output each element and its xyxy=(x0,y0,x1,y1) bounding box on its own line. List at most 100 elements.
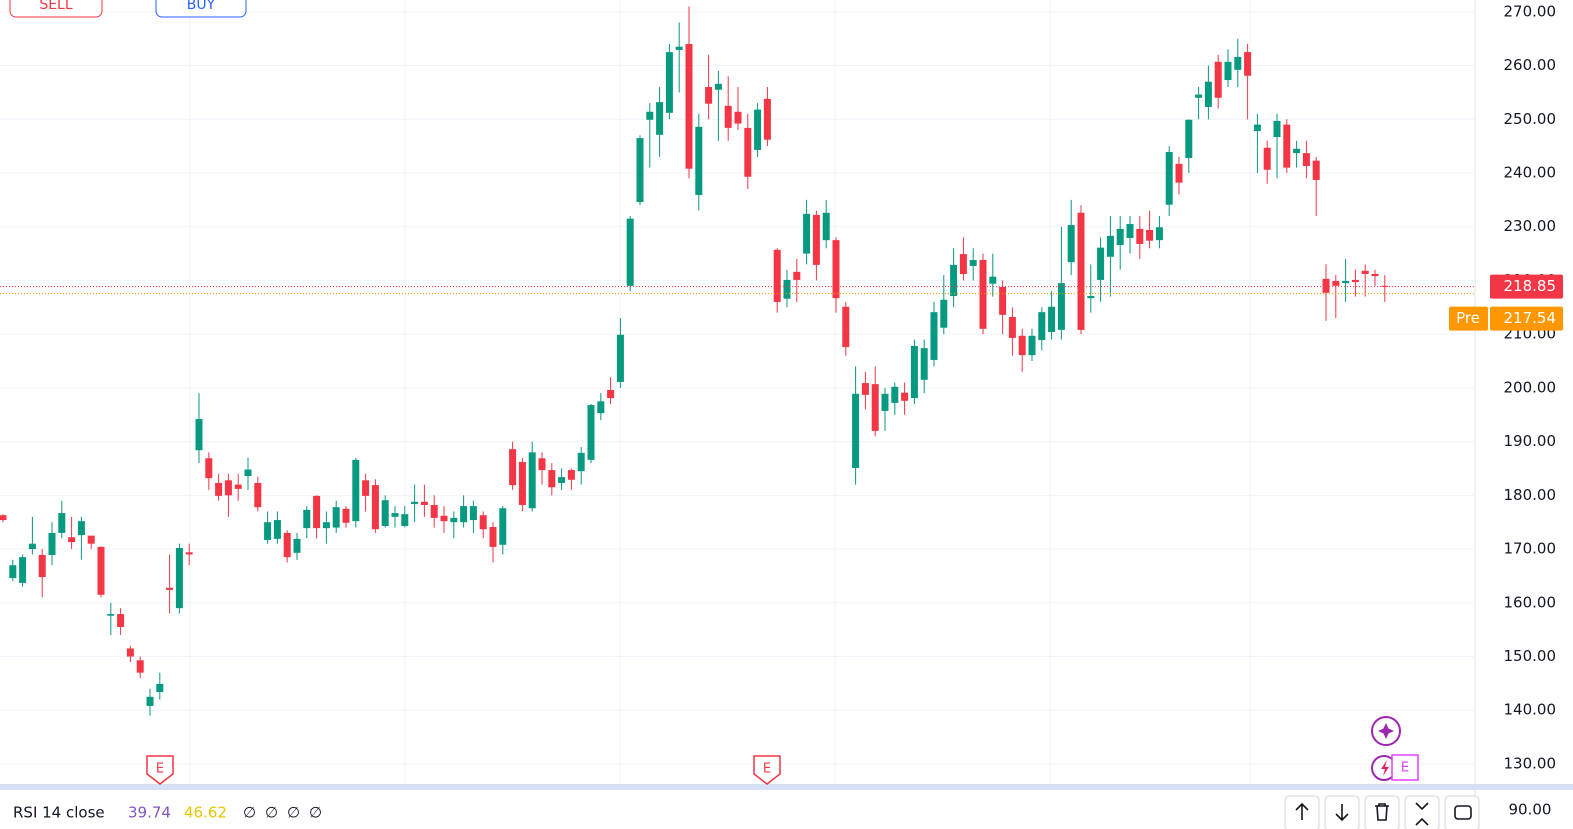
pane-toolbar xyxy=(1284,795,1480,829)
candle-body xyxy=(28,543,36,550)
candle-body xyxy=(38,554,46,578)
candle-body xyxy=(979,260,987,329)
candle-body xyxy=(1126,224,1134,239)
indicator-placeholder: ∅ xyxy=(243,804,256,822)
candle-body xyxy=(117,614,125,627)
candle-body xyxy=(352,459,360,522)
candle-body xyxy=(224,480,232,496)
candle-body xyxy=(1293,148,1301,154)
trash-icon xyxy=(1375,803,1389,821)
candle-body xyxy=(548,470,556,488)
candle-body xyxy=(1106,235,1114,257)
candle-body xyxy=(1077,212,1085,330)
collapse-icon xyxy=(1415,802,1429,826)
candle-body xyxy=(1038,312,1046,341)
collapse-button[interactable] xyxy=(1404,795,1440,829)
candle-body xyxy=(1028,335,1036,356)
sell-label[interactable]: SELL xyxy=(39,0,73,13)
buy-button[interactable] xyxy=(155,0,247,18)
candle-body xyxy=(783,279,791,299)
candle-body xyxy=(1351,279,1359,283)
candle-body xyxy=(901,392,909,401)
candle-body xyxy=(136,660,144,673)
candle-body xyxy=(685,44,693,169)
candle-body xyxy=(303,509,311,529)
y-tick-label: 230.00 xyxy=(1504,217,1557,235)
event-label[interactable]: E xyxy=(156,762,164,777)
candle-body xyxy=(950,264,958,297)
candle-body xyxy=(1371,273,1379,277)
event-badge[interactable] xyxy=(146,755,174,785)
candle-body xyxy=(175,547,183,609)
indicator-placeholder: ∅ xyxy=(309,804,322,822)
candle-body xyxy=(1234,56,1242,70)
candle-body xyxy=(1214,61,1222,98)
candle-body xyxy=(773,249,781,302)
pane-separator xyxy=(0,784,1573,790)
spark-glyph xyxy=(1378,723,1394,739)
candle-body xyxy=(244,469,252,477)
event-markers: E E E xyxy=(146,716,1419,785)
candle-body xyxy=(195,419,203,451)
candle-body xyxy=(1155,227,1163,241)
candle-body xyxy=(969,260,977,266)
delete-button[interactable] xyxy=(1364,795,1400,829)
candle-body xyxy=(1048,306,1056,333)
candle-body xyxy=(999,286,1007,315)
candle-body xyxy=(1312,160,1320,180)
candle-body xyxy=(538,458,546,471)
candle-body xyxy=(283,532,291,558)
indicator-placeholder: ∅ xyxy=(265,804,278,822)
candle-body xyxy=(959,254,967,274)
event-label[interactable]: E xyxy=(1401,761,1409,776)
candle-body xyxy=(744,127,752,177)
candle-body xyxy=(616,334,624,382)
candle-body xyxy=(126,648,134,657)
maximize-icon xyxy=(1454,805,1472,820)
candle-body xyxy=(166,587,174,590)
candle-body xyxy=(1361,270,1369,274)
candle-body xyxy=(871,384,879,431)
buy-label[interactable]: BUY xyxy=(187,0,216,13)
candle-body xyxy=(597,401,605,414)
candle-body xyxy=(1175,163,1183,183)
y-tick-label: 140.00 xyxy=(1504,701,1557,719)
candle-body xyxy=(793,271,801,280)
sell-button[interactable] xyxy=(9,0,103,18)
candle-body xyxy=(58,513,66,533)
event-label[interactable]: E xyxy=(763,762,771,777)
candle-body xyxy=(675,46,683,50)
y-tick-label: 200.00 xyxy=(1504,378,1557,396)
candle-body xyxy=(714,83,722,90)
price-label: 218.85 xyxy=(1504,277,1557,295)
candle-body xyxy=(1116,228,1124,245)
price-tag: Pre xyxy=(1456,309,1480,327)
candle-body xyxy=(646,111,654,120)
price-label-box xyxy=(1490,274,1563,299)
candle-body xyxy=(1204,81,1212,107)
event-badge[interactable] xyxy=(1391,754,1419,781)
y-tick-label: 130.00 xyxy=(1504,754,1557,772)
candle-body xyxy=(1342,280,1350,284)
candle-body xyxy=(1136,228,1144,244)
candle-body xyxy=(558,477,566,483)
maximize-button[interactable] xyxy=(1444,795,1480,829)
candle-body xyxy=(1018,335,1026,356)
event-badge[interactable] xyxy=(753,755,781,785)
candle-body xyxy=(1057,283,1065,330)
candle-body xyxy=(1195,94,1203,98)
candle-body xyxy=(411,501,419,504)
price-label: 217.54 xyxy=(1504,309,1557,327)
candle-body xyxy=(705,87,713,104)
price-tag-box xyxy=(1449,306,1488,331)
candle-body xyxy=(215,482,223,496)
y-tick-label: 260.00 xyxy=(1504,56,1557,74)
y-tick-label: 270.00 xyxy=(1504,2,1557,20)
candle-body xyxy=(518,462,526,506)
candle-body xyxy=(509,449,517,486)
candle-body xyxy=(391,513,399,517)
candle-body xyxy=(528,452,536,509)
candle-body xyxy=(577,452,585,472)
indicator-label: RSI 14 close xyxy=(13,804,105,822)
